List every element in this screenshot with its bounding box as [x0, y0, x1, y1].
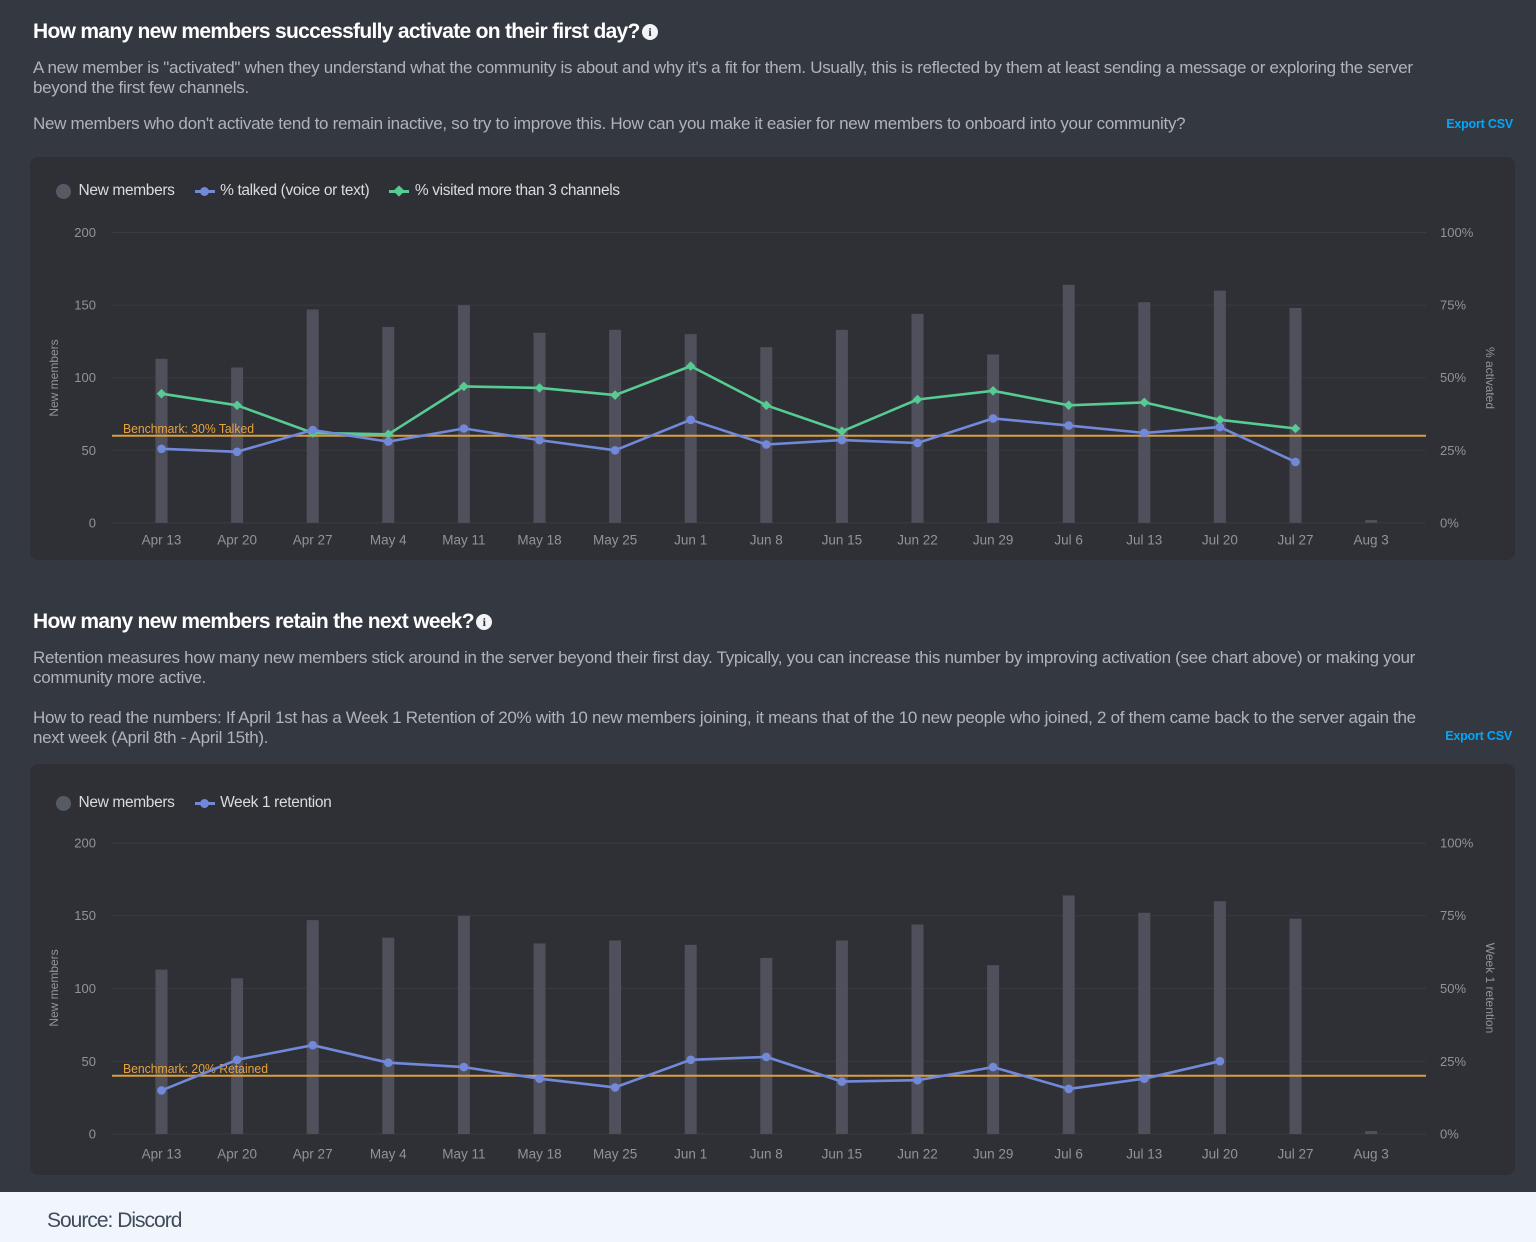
svg-text:0: 0 [89, 1127, 96, 1142]
svg-text:75%: 75% [1440, 908, 1466, 923]
svg-text:Jun 29: Jun 29 [973, 533, 1014, 548]
svg-text:Jul 20: Jul 20 [1202, 1147, 1238, 1162]
svg-text:50: 50 [82, 443, 96, 458]
svg-text:Benchmark: 20% Retained: Benchmark: 20% Retained [123, 1062, 268, 1076]
svg-text:Jul 20: Jul 20 [1202, 533, 1238, 548]
svg-text:50%: 50% [1440, 981, 1466, 996]
svg-text:Jun 22: Jun 22 [897, 1147, 938, 1162]
svg-text:75%: 75% [1440, 298, 1466, 313]
svg-text:50%: 50% [1440, 370, 1466, 385]
svg-text:Week 1 retention: Week 1 retention [1483, 943, 1497, 1034]
svg-text:Jun 22: Jun 22 [897, 533, 938, 548]
svg-text:Apr 13: Apr 13 [142, 1147, 182, 1162]
svg-text:May 11: May 11 [442, 1147, 485, 1162]
svg-text:Apr 20: Apr 20 [217, 533, 257, 548]
svg-text:May 4: May 4 [370, 533, 407, 548]
svg-text:May 25: May 25 [593, 533, 637, 548]
svg-text:% activated: % activated [1483, 347, 1497, 409]
svg-text:100: 100 [74, 370, 96, 385]
svg-text:Jul 13: Jul 13 [1126, 533, 1162, 548]
svg-text:Jul 6: Jul 6 [1054, 533, 1083, 548]
svg-text:Aug 3: Aug 3 [1353, 533, 1388, 548]
svg-text:Jun 8: Jun 8 [750, 1147, 783, 1162]
svg-text:May 18: May 18 [517, 533, 561, 548]
svg-text:0: 0 [89, 515, 96, 530]
svg-text:New members: New members [47, 949, 61, 1026]
svg-text:May 18: May 18 [517, 1147, 561, 1162]
svg-text:100%: 100% [1440, 225, 1474, 240]
svg-text:Jul 6: Jul 6 [1054, 1147, 1083, 1162]
svg-text:100: 100 [74, 981, 96, 996]
svg-text:200: 200 [74, 836, 96, 851]
svg-text:Jul 13: Jul 13 [1126, 1147, 1162, 1162]
svg-text:200: 200 [74, 225, 96, 240]
svg-text:25%: 25% [1440, 1054, 1466, 1069]
svg-text:100%: 100% [1440, 836, 1474, 851]
svg-text:50: 50 [82, 1054, 96, 1069]
svg-text:May 25: May 25 [593, 1147, 637, 1162]
svg-text:150: 150 [74, 908, 96, 923]
svg-text:Apr 27: Apr 27 [293, 1147, 333, 1162]
svg-text:Jul 27: Jul 27 [1277, 1147, 1313, 1162]
svg-text:Apr 13: Apr 13 [142, 533, 182, 548]
svg-text:Jun 8: Jun 8 [750, 533, 783, 548]
svg-text:Apr 20: Apr 20 [217, 1147, 257, 1162]
svg-text:Benchmark: 30% Talked: Benchmark: 30% Talked [123, 422, 254, 436]
svg-text:Jun 1: Jun 1 [674, 1147, 707, 1162]
svg-text:Aug 3: Aug 3 [1353, 1147, 1388, 1162]
svg-text:150: 150 [74, 298, 96, 313]
svg-text:New members: New members [47, 339, 61, 416]
svg-text:0%: 0% [1440, 1127, 1459, 1142]
svg-text:0%: 0% [1440, 515, 1459, 530]
svg-text:Jun 15: Jun 15 [822, 533, 863, 548]
svg-text:Apr 27: Apr 27 [293, 533, 333, 548]
svg-text:Jun 29: Jun 29 [973, 1147, 1014, 1162]
svg-text:May 11: May 11 [442, 533, 485, 548]
svg-text:Jun 15: Jun 15 [822, 1147, 863, 1162]
svg-text:Jun 1: Jun 1 [674, 533, 707, 548]
svg-text:Jul 27: Jul 27 [1277, 533, 1313, 548]
svg-text:25%: 25% [1440, 443, 1466, 458]
svg-text:May 4: May 4 [370, 1147, 407, 1162]
